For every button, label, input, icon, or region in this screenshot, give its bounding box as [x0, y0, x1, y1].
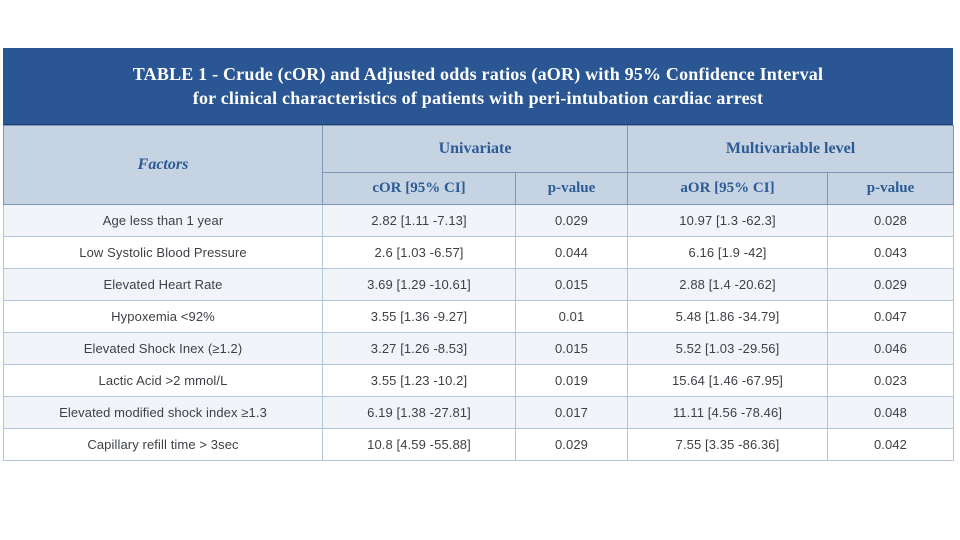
table-title-line2: for clinical characteristics of patients… — [192, 88, 764, 108]
p-uni-cell: 0.029 — [515, 204, 628, 237]
table-row: Low Systolic Blood Pressure 2.6 [1.03 -6… — [3, 236, 954, 269]
factor-cell: Elevated Shock Inex (≥1.2) — [3, 332, 323, 365]
factor-cell: Capillary refill time > 3sec — [3, 428, 323, 461]
factor-cell: Low Systolic Blood Pressure — [3, 236, 323, 269]
aor-cell: 11.11 [4.56 -78.46] — [627, 396, 828, 429]
cor-cell: 3.27 [1.26 -8.53] — [322, 332, 516, 365]
p-uni-cell: 0.044 — [515, 236, 628, 269]
factor-cell: Elevated Heart Rate — [3, 268, 323, 301]
factor-cell: Age less than 1 year — [3, 204, 323, 237]
table-row: Capillary refill time > 3sec 10.8 [4.59 … — [3, 428, 954, 461]
header-columns-row: cOR [95% CI] p-value aOR [95% CI] p-valu… — [4, 172, 954, 205]
aor-cell: 10.97 [1.3 -62.3] — [627, 204, 828, 237]
aor-cell: 7.55 [3.35 -86.36] — [627, 428, 828, 461]
header-p-multivariable: p-value — [827, 172, 954, 205]
table1-container: TABLE 1 - Crude (cOR) and Adjusted odds … — [3, 48, 954, 461]
header-group-row: Factors Univariate Multivariable level — [3, 125, 954, 205]
p-uni-cell: 0.019 — [515, 364, 628, 397]
table-row: Elevated modified shock index ≥1.3 6.19 … — [3, 396, 954, 429]
table-row: Age less than 1 year 2.82 [1.11 -7.13] 0… — [3, 204, 954, 237]
header-multivariable: Multivariable level — [627, 125, 954, 173]
factor-cell: Elevated modified shock index ≥1.3 — [3, 396, 323, 429]
p-multi-cell: 0.023 — [827, 364, 954, 397]
p-multi-cell: 0.043 — [827, 236, 954, 269]
table-title-line1: TABLE 1 - Crude (cOR) and Adjusted odds … — [132, 64, 824, 84]
cor-cell: 3.55 [1.23 -10.2] — [322, 364, 516, 397]
header-factors: Factors — [3, 125, 323, 205]
cor-cell: 3.55 [1.36 -9.27] — [322, 300, 516, 333]
p-multi-cell: 0.047 — [827, 300, 954, 333]
p-uni-cell: 0.029 — [515, 428, 628, 461]
p-multi-cell: 0.028 — [827, 204, 954, 237]
aor-cell: 5.52 [1.03 -29.56] — [627, 332, 828, 365]
p-multi-cell: 0.048 — [827, 396, 954, 429]
factor-cell: Hypoxemia <92% — [3, 300, 323, 333]
aor-cell: 15.64 [1.46 -67.95] — [627, 364, 828, 397]
cor-cell: 6.19 [1.38 -27.81] — [322, 396, 516, 429]
odds-ratio-table: Factors Univariate Multivariable level c… — [3, 125, 954, 461]
factor-cell: Lactic Acid >2 mmol/L — [3, 364, 323, 397]
aor-cell: 2.88 [1.4 -20.62] — [627, 268, 828, 301]
p-multi-cell: 0.042 — [827, 428, 954, 461]
p-uni-cell: 0.015 — [515, 332, 628, 365]
p-uni-cell: 0.015 — [515, 268, 628, 301]
p-uni-cell: 0.017 — [515, 396, 628, 429]
table-row: Elevated Shock Inex (≥1.2) 3.27 [1.26 -8… — [3, 332, 954, 365]
aor-cell: 5.48 [1.86 -34.79] — [627, 300, 828, 333]
header-cor: cOR [95% CI] — [322, 172, 516, 205]
table-row: Hypoxemia <92% 3.55 [1.36 -9.27] 0.01 5.… — [3, 300, 954, 333]
aor-cell: 6.16 [1.9 -42] — [627, 236, 828, 269]
p-multi-cell: 0.046 — [827, 332, 954, 365]
header-p-univariate: p-value — [515, 172, 628, 205]
p-uni-cell: 0.01 — [515, 300, 628, 333]
table-row: Lactic Acid >2 mmol/L 3.55 [1.23 -10.2] … — [3, 364, 954, 397]
table-row: Elevated Heart Rate 3.69 [1.29 -10.61] 0… — [3, 268, 954, 301]
cor-cell: 3.69 [1.29 -10.61] — [322, 268, 516, 301]
header-aor: aOR [95% CI] — [627, 172, 828, 205]
p-multi-cell: 0.029 — [827, 268, 954, 301]
table-title-banner: TABLE 1 - Crude (cOR) and Adjusted odds … — [3, 48, 953, 125]
cor-cell: 10.8 [4.59 -55.88] — [322, 428, 516, 461]
cor-cell: 2.6 [1.03 -6.57] — [322, 236, 516, 269]
cor-cell: 2.82 [1.11 -7.13] — [322, 204, 516, 237]
header-univariate: Univariate — [322, 125, 628, 173]
